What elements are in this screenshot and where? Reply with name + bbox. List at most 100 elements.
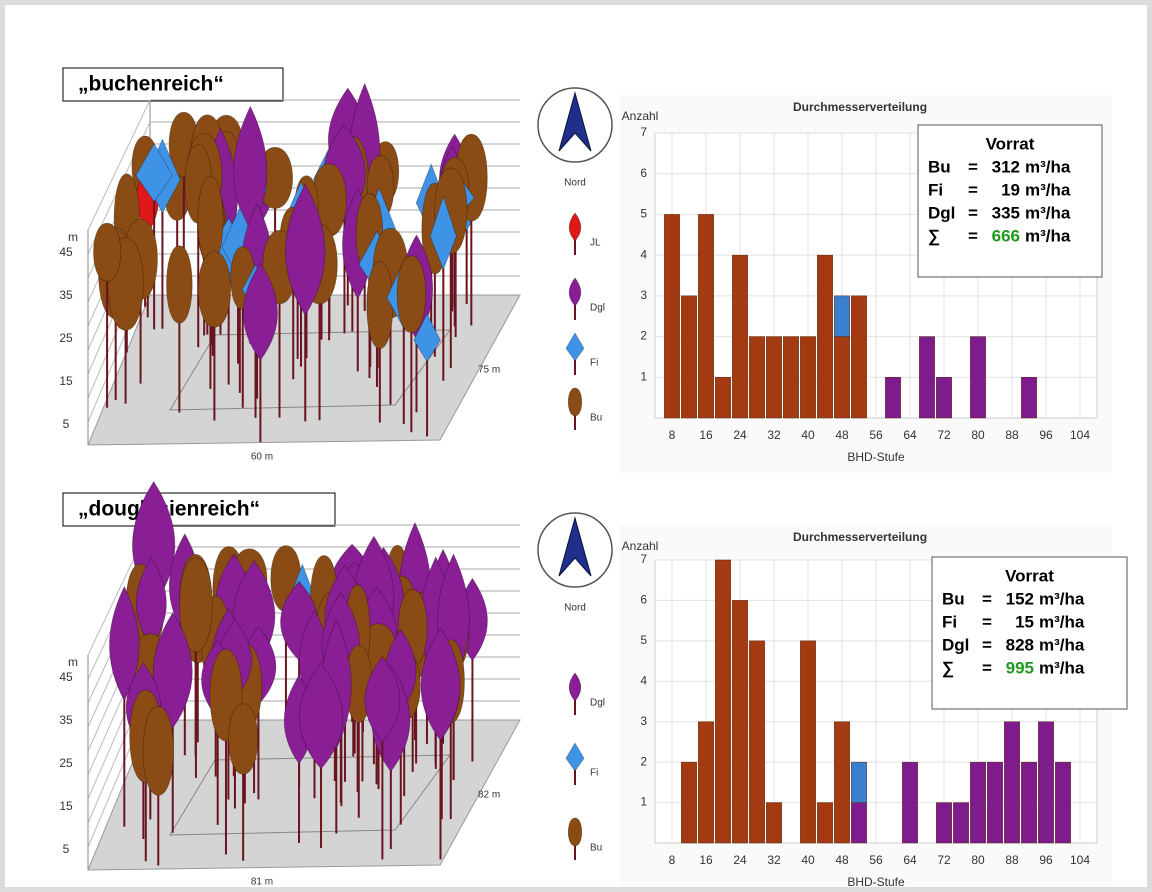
bar	[1038, 722, 1053, 843]
vorrat-name: Fi	[928, 180, 943, 199]
axis-tick-label: 25	[59, 331, 73, 345]
vorrat-sign: =	[968, 157, 978, 176]
vorrat-name: Dgl	[942, 635, 969, 654]
bar	[834, 337, 849, 418]
vorrat-sign: =	[982, 612, 992, 631]
x-tick-label: 8	[669, 428, 676, 442]
x-tick-label: 104	[1070, 428, 1090, 442]
tree-crown	[566, 333, 584, 361]
axis-tick-label: 35	[59, 288, 73, 302]
width-label: 60 m	[251, 452, 273, 463]
vorrat-unit: m³/ha	[1025, 180, 1071, 199]
bar	[766, 803, 781, 843]
x-tick-label: 56	[869, 853, 883, 867]
bar	[953, 803, 968, 843]
x-tick-label: 64	[903, 853, 917, 867]
vorrat-value: 335	[992, 203, 1020, 222]
vorrat-unit: m³/ha	[1039, 589, 1085, 608]
compass-label: Nord	[564, 603, 586, 614]
vorrat-sign: =	[968, 203, 978, 222]
bar	[664, 214, 679, 418]
x-tick-label: 32	[767, 853, 781, 867]
axis-unit: m	[68, 655, 78, 669]
bar	[970, 337, 985, 418]
x-tick-label: 8	[669, 853, 676, 867]
legend-label: JL	[590, 238, 601, 249]
depth-label: 75 m	[478, 365, 500, 376]
y-tick-label: 3	[640, 714, 647, 728]
bar	[1004, 722, 1019, 843]
bar	[1021, 762, 1036, 843]
x-tick-label: 40	[801, 853, 815, 867]
tree-crown	[569, 213, 581, 241]
vorrat-name: ∑	[942, 658, 954, 677]
vorrat-sign: =	[982, 635, 992, 654]
vorrat-name: Fi	[942, 612, 957, 631]
x-axis-label: BHD-Stufe	[847, 875, 905, 887]
vorrat-unit: m³/ha	[1039, 635, 1085, 654]
vorrat-title: Vorrat	[986, 134, 1035, 153]
tree-crown	[397, 256, 426, 333]
axis-tick-label: 5	[63, 842, 70, 856]
y-tick-label: 1	[640, 369, 647, 383]
tree-crown	[568, 818, 582, 846]
vorrat-unit: m³/ha	[1025, 226, 1071, 245]
vorrat-sign: =	[982, 658, 992, 677]
axis-tick-label: 15	[59, 799, 73, 813]
bar	[817, 255, 832, 418]
tree-crown	[198, 252, 230, 327]
tree-crown	[167, 246, 193, 323]
vorrat-sign: =	[968, 180, 978, 199]
vorrat-unit: m³/ha	[1039, 612, 1085, 631]
bar	[936, 377, 951, 418]
width-label: 81 m	[251, 877, 273, 887]
x-tick-label: 16	[699, 428, 713, 442]
axis-tick-label: 45	[59, 670, 73, 684]
x-tick-label: 48	[835, 428, 849, 442]
legend-label: Dgl	[590, 303, 605, 314]
tree-crown	[228, 704, 257, 774]
vorrat-value: 312	[992, 157, 1020, 176]
bar	[715, 560, 730, 843]
bar	[851, 296, 866, 418]
tree-crown	[143, 706, 173, 795]
vorrat-value: 995	[1006, 658, 1034, 677]
vorrat-name: ∑	[928, 226, 940, 245]
panel-label: „buchenreich“	[78, 73, 224, 96]
bar	[732, 600, 747, 843]
x-tick-label: 88	[1005, 853, 1019, 867]
stand-plot: m45352515582 m81 m	[59, 482, 520, 887]
vorrat-name: Dgl	[928, 203, 955, 222]
vorrat-sign: =	[968, 226, 978, 245]
bar	[936, 803, 951, 843]
axis-tick-label: 25	[59, 756, 73, 770]
axis-tick-label: 45	[59, 245, 73, 259]
axis-unit: m	[68, 230, 78, 244]
x-tick-label: 32	[767, 428, 781, 442]
axis-tick-label: 5	[63, 417, 70, 431]
bar	[732, 255, 747, 418]
bar	[970, 762, 985, 843]
x-tick-label: 24	[733, 853, 747, 867]
y-tick-label: 7	[640, 125, 647, 139]
axis-tick-label: 15	[59, 374, 73, 388]
y-tick-label: 2	[640, 329, 647, 343]
tree-crown	[568, 388, 582, 416]
x-tick-label: 40	[801, 428, 815, 442]
bar	[834, 296, 849, 337]
bar	[851, 803, 866, 843]
tree-crown	[569, 278, 581, 306]
y-tick-label: 1	[640, 795, 647, 809]
bar	[919, 337, 934, 418]
bar	[1021, 377, 1036, 418]
y-tick-label: 6	[640, 166, 647, 180]
y-axis-label: Anzahl	[622, 109, 659, 123]
x-tick-label: 16	[699, 853, 713, 867]
y-tick-label: 2	[640, 754, 647, 768]
y-tick-label: 6	[640, 593, 647, 607]
bar	[698, 722, 713, 843]
legend-label: Fi	[590, 768, 598, 779]
y-tick-label: 4	[640, 247, 647, 261]
bar	[698, 214, 713, 418]
